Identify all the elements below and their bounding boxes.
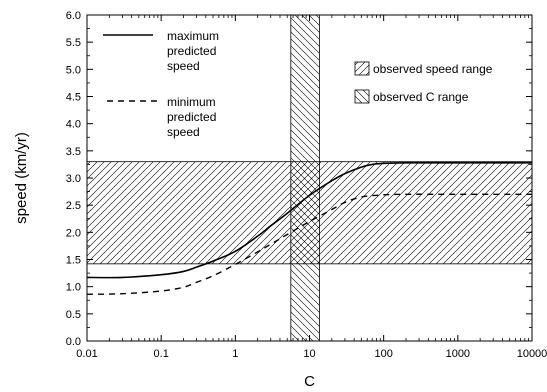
- y-tick-label-7: 3.5: [66, 146, 81, 158]
- y-tick-label-8: 4.0: [66, 119, 81, 131]
- legend-max-line2: predicted: [167, 44, 216, 58]
- y-tick-label-1: 0.5: [66, 309, 81, 321]
- maximum-predicted-speed-line: [87, 161, 532, 279]
- y-tick-label-5: 2.5: [66, 200, 81, 212]
- x-tick-label-3: 10: [303, 348, 315, 360]
- y-axis-ticks: 0.0 0.5 1.0 1.5 2.0 2.5 3.0 3.5 4.0 4.5 5.0 5.5 6.0: [66, 10, 532, 348]
- legend-min-line1: minimum: [167, 95, 216, 109]
- y-tick-label-2: 1.0: [66, 282, 81, 294]
- y-tick-label-6: 3.0: [66, 173, 81, 185]
- x-axis-label: C: [304, 373, 315, 390]
- legend-speed-range-swatch: [354, 61, 370, 76]
- legend-min-line2: predicted: [167, 110, 216, 124]
- y-tick-label-10: 5.0: [66, 64, 81, 76]
- observed-c-range-band: [290, 15, 320, 341]
- legend-max-line3: speed: [167, 59, 200, 73]
- y-tick-label-11: 5.5: [66, 37, 81, 49]
- legend-ranges: observed speed range observed C range: [354, 61, 493, 104]
- y-tick-label-3: 1.5: [66, 255, 81, 267]
- x-tick-label-4: 100: [374, 348, 392, 360]
- y-tick-label-0: 0.0: [66, 336, 81, 348]
- x-tick-label-6: 10000: [517, 348, 547, 360]
- x-tick-label-1: 0.1: [154, 348, 169, 360]
- legend-c-range-swatch: [354, 89, 370, 104]
- x-tick-label-0: 0.01: [76, 348, 97, 360]
- legend-min-line3: speed: [167, 125, 200, 139]
- x-tick-label-5: 1000: [446, 348, 470, 360]
- y-tick-label-4: 2.0: [66, 227, 81, 239]
- minimum-predicted-speed-line: [87, 193, 532, 295]
- y-tick-label-12: 6.0: [66, 10, 81, 22]
- y-axis-label: speed (km/yr): [13, 132, 30, 224]
- y-tick-label-9: 4.5: [66, 92, 81, 104]
- legend-lines: maximum predicted speed minimum predicte…: [103, 29, 219, 139]
- x-axis-ticks: 0.01 0.1 1 10 100 1000 10000: [76, 15, 547, 360]
- legend-max-line1: maximum: [167, 29, 219, 43]
- legend-c-range-label: observed C range: [373, 90, 469, 104]
- legend-speed-range-label: observed speed range: [373, 62, 493, 76]
- x-tick-label-2: 1: [232, 348, 238, 360]
